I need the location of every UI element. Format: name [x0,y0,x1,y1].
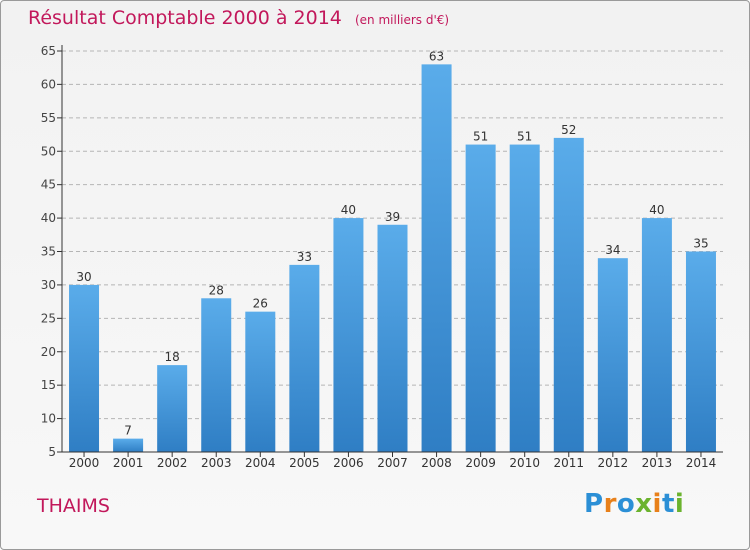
x-tick-label-2014: 2014 [686,456,717,470]
chart-unit: (en milliers d'€) [354,13,450,27]
value-label-2014: 35 [693,237,708,251]
bar-2006 [333,218,364,452]
x-tick-label-2008: 2008 [421,456,452,470]
y-tick-label-50: 50 [41,144,56,158]
value-label-2008: 63 [429,49,444,63]
value-label-2013: 40 [649,203,664,217]
x-tick-label-2005: 2005 [289,456,320,470]
bar-2002 [157,365,188,452]
value-label-2011: 52 [561,123,576,137]
logo-letter: P [584,489,604,519]
y-tick-label-45: 45 [41,178,56,192]
logo-letter: o [616,489,636,519]
bar-2014 [685,251,716,452]
x-tick-label-2009: 2009 [465,456,496,470]
value-label-2006: 40 [341,203,356,217]
value-label-2012: 34 [605,243,620,257]
bar-2000 [69,284,100,452]
y-tick-label-30: 30 [41,278,56,292]
bar-2004 [245,311,276,452]
x-tick-label-2012: 2012 [598,456,629,470]
y-tick-label-20: 20 [41,345,56,359]
logo-letter: i [652,489,662,519]
bar-2011 [553,137,584,452]
value-label-2003: 28 [209,283,224,297]
bar-2008 [421,64,452,452]
bar-2001 [113,438,144,452]
value-label-2007: 39 [385,210,400,224]
value-label-2000: 30 [76,270,91,284]
proxiti-logo: Proxiti [584,489,684,519]
x-tick-label-2000: 2000 [69,456,100,470]
logo-letter: r [603,489,617,519]
y-tick-label-25: 25 [41,311,56,325]
value-label-2001: 7 [124,424,132,438]
bar-2013 [641,218,672,452]
x-tick-label-2001: 2001 [113,456,144,470]
value-label-2010: 51 [517,130,532,144]
y-tick-label-65: 65 [41,44,56,58]
bar-2007 [377,224,408,452]
chart-title-row: Résultat Comptable 2000 à 2014 (en milli… [28,7,449,29]
logo-letter: t [661,489,675,519]
bar-2005 [289,264,320,452]
y-tick-label-40: 40 [41,211,56,225]
y-tick-label-55: 55 [41,111,56,125]
x-tick-label-2006: 2006 [333,456,364,470]
chart-title: Résultat Comptable 2000 à 2014 [28,7,342,29]
bar-2009 [465,144,496,453]
x-tick-label-2003: 2003 [201,456,232,470]
bar-2003 [201,298,232,452]
y-tick-label-60: 60 [41,77,56,91]
y-tick-label-5: 5 [48,445,56,459]
y-tick-label-10: 10 [41,412,56,426]
x-tick-label-2011: 2011 [553,456,584,470]
bar-2010 [509,144,540,453]
value-label-2005: 33 [297,250,312,264]
x-tick-label-2004: 2004 [245,456,276,470]
x-tick-label-2010: 2010 [509,456,540,470]
value-label-2002: 18 [165,350,180,364]
bar-2012 [597,258,628,452]
logo-letter: i [674,489,685,519]
x-tick-label-2007: 2007 [377,456,408,470]
y-tick-label-35: 35 [41,245,56,259]
x-tick-label-2002: 2002 [157,456,188,470]
value-label-2004: 26 [253,297,268,311]
y-tick-label-15: 15 [41,378,56,392]
value-label-2009: 51 [473,130,488,144]
commune-name: THAIMS [37,495,110,517]
x-tick-label-2013: 2013 [642,456,673,470]
logo-letter: x [635,489,653,519]
